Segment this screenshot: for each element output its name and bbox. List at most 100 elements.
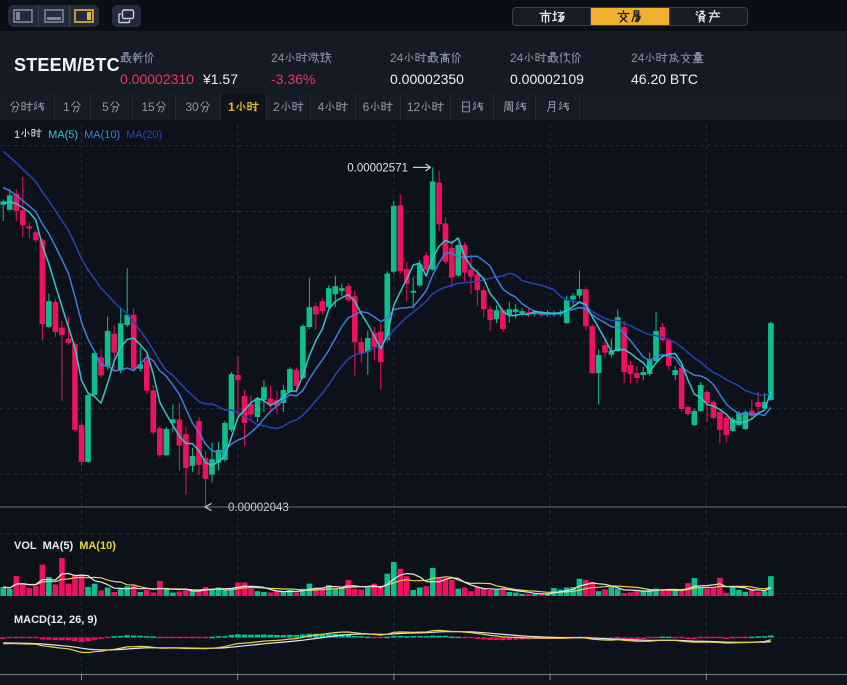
stat-value: -3.36% xyxy=(271,71,315,87)
cjk-glyph-最 xyxy=(427,51,439,63)
cjk-glyph-分 xyxy=(155,101,166,113)
layout-left-bar-icon xyxy=(13,9,33,23)
stat-value: 0.00002350 xyxy=(390,71,464,87)
macd-legend: MACD(12, 26, 9) xyxy=(14,614,98,626)
layout-toggle-layout-bottom-bar[interactable] xyxy=(38,5,68,27)
cjk-glyph-时 xyxy=(415,52,428,62)
stat-value: 46.20 BTC xyxy=(631,71,698,87)
cjk-glyph-场 xyxy=(551,10,565,23)
cjk-glyph-时 xyxy=(535,52,548,62)
cjk-glyph-线 xyxy=(557,101,569,111)
stat-label xyxy=(120,51,156,65)
cjk-glyph-新 xyxy=(132,51,144,63)
timeframe-tab-4小时[interactable]: 4 xyxy=(310,94,355,120)
cjk-glyph-涨 xyxy=(308,51,320,63)
cjk-glyph-小 xyxy=(325,101,335,111)
cjk-glyph-小 xyxy=(524,52,534,62)
volume-legend: VOL MA(5) MA(10) xyxy=(14,540,122,552)
cjk-glyph-价 xyxy=(572,51,582,64)
layout-right-bar-icon xyxy=(74,9,95,23)
cjk-glyph-价 xyxy=(452,51,462,64)
timeframe-tabs: 1 5 15 30 1 2 4 6 12 xyxy=(0,94,847,120)
chart-area[interactable]: 0.00002571 0.00002043 1 MA(5) MA(10) MA(20) … xyxy=(0,120,847,685)
chart-layer-annotations: 0.00002571 0.00002043 xyxy=(204,162,432,514)
pair-symbol: STEEM/BTC xyxy=(14,55,120,75)
timeframe-tab-30分[interactable]: 30 xyxy=(175,94,220,120)
layout-toggle-layout-left-bar[interactable] xyxy=(8,5,38,27)
cjk-glyph-线 xyxy=(33,101,45,111)
cjk-glyph-时 xyxy=(656,52,669,62)
cjk-glyph-时 xyxy=(381,101,394,112)
annotation-low: 0.00002043 xyxy=(228,502,289,514)
timeframe-tab-日线[interactable] xyxy=(450,94,493,120)
cjk-glyph-时 xyxy=(31,128,42,138)
stat-value: 0.00002310 ¥1.57 xyxy=(120,71,238,87)
cjk-glyph-最 xyxy=(120,51,132,63)
cjk-glyph-时 xyxy=(21,101,33,112)
stat-value-cny: ¥1.57 xyxy=(202,71,239,87)
timeframe-tab-12小时[interactable]: 12 xyxy=(400,94,450,120)
timeframe-tab-2小时[interactable]: 2 xyxy=(266,94,310,120)
stat-label: 24 xyxy=(271,51,333,65)
timeframe-tabs-filler xyxy=(579,94,847,120)
timeframe-tab-分时线[interactable] xyxy=(0,94,54,120)
legend-interval: 1 xyxy=(14,128,42,141)
stat-label: 24 xyxy=(390,51,463,65)
nav-segmented-control xyxy=(512,7,748,26)
cjk-glyph-最 xyxy=(547,51,559,63)
stat-label: 24 xyxy=(631,51,705,65)
timeframe-tab-6小时[interactable]: 6 xyxy=(355,94,400,120)
cjk-glyph-周 xyxy=(503,101,513,113)
timeframe-tab-5分[interactable]: 5 xyxy=(90,94,132,120)
cjk-glyph-分 xyxy=(110,101,120,113)
cjk-glyph-小 xyxy=(645,52,655,62)
cjk-glyph-小 xyxy=(285,52,295,62)
stat-label: 24 xyxy=(510,51,583,65)
cjk-glyph-时 xyxy=(296,52,309,62)
timeframe-tab-周线[interactable] xyxy=(493,94,535,120)
legend-vol-ma10: MA(10) xyxy=(79,540,116,552)
timeframe-tab-1分[interactable]: 1 xyxy=(54,94,90,120)
stat-value-main: 46.20 BTC xyxy=(631,71,698,87)
stat-value: 0.00002109 xyxy=(510,71,584,87)
top-toolbar xyxy=(0,0,847,31)
cjk-glyph-资 xyxy=(695,10,707,23)
timeframe-tab-15分[interactable]: 15 xyxy=(132,94,175,120)
multi-window-button[interactable] xyxy=(112,5,141,27)
cjk-glyph-价 xyxy=(144,51,154,64)
cjk-glyph-小 xyxy=(236,101,246,111)
stat-value-main: 0.00002109 xyxy=(510,71,584,87)
chart-layer-volma xyxy=(3,572,772,595)
cjk-glyph-线 xyxy=(472,101,484,111)
nav-tab-2[interactable] xyxy=(668,8,747,25)
timeframe-tab-月线[interactable] xyxy=(535,94,579,120)
cjk-glyph-小 xyxy=(421,101,431,111)
cjk-glyph-交 xyxy=(680,51,692,64)
cjk-glyph-分 xyxy=(199,101,210,113)
chart-layer-macd xyxy=(0,629,774,654)
nav-tab-1[interactable] xyxy=(590,8,669,25)
cjk-glyph-分 xyxy=(10,101,20,113)
annotation-high: 0.00002571 xyxy=(347,162,408,174)
timeframe-tab-1小时[interactable]: 1 xyxy=(220,94,266,120)
cjk-glyph-低 xyxy=(560,51,571,64)
cjk-glyph-线 xyxy=(514,101,526,111)
legend-ma5: MA(5) xyxy=(48,128,79,141)
layout-toggle-layout-right-bar[interactable] xyxy=(68,5,99,27)
chart-layout-toggle-group xyxy=(8,5,99,27)
market-header: STEEM/BTC 0.00002310 ¥1.57 24 -3.36% 24 0.000… xyxy=(0,31,847,94)
cjk-glyph-分 xyxy=(71,101,81,113)
chart-layer-candles xyxy=(0,167,774,508)
chart-layer-ma xyxy=(2,150,772,467)
chart-layer-bg xyxy=(0,674,847,685)
cjk-glyph-时 xyxy=(336,101,349,112)
nav-tab-0[interactable] xyxy=(513,8,590,25)
kline-chart: 0.00002571 0.00002043 xyxy=(0,125,847,685)
cjk-glyph-跌 xyxy=(320,51,333,63)
cjk-glyph-时 xyxy=(432,101,444,112)
cjk-glyph-小 xyxy=(21,128,30,138)
chart-layer-grid xyxy=(0,125,847,680)
stat-value-main: 0.00002350 xyxy=(390,71,464,87)
cjk-glyph-时 xyxy=(247,101,259,112)
